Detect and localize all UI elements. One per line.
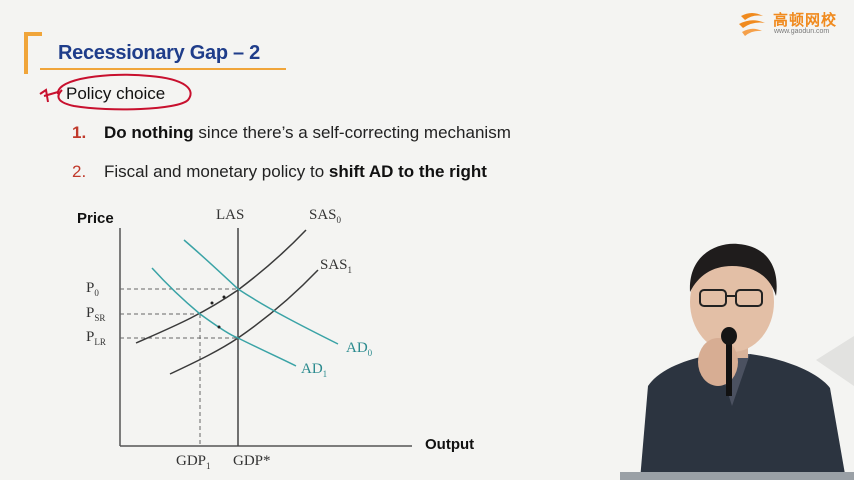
light-reflection [816,336,854,386]
plr-label: PLR [86,329,106,347]
handwritten-check-annotation [39,88,59,103]
sas0-sub: 0 [336,215,342,225]
x-axis-label: Output [425,436,475,453]
item-bold-text: shift AD to the right [328,162,487,181]
sas1-label: SAS1 [320,257,352,275]
glasses-right [735,289,763,307]
psr-sub: SR [94,313,106,323]
pen-dot [210,301,214,305]
glasses-left [699,289,727,307]
logo-url: www.gaodun.com [774,28,830,35]
title-bracket [24,32,42,74]
pen-dot [222,295,226,299]
ad1-curve [151,267,297,367]
ad1-label: AD1 [301,361,327,379]
y-axis-label: Price [77,210,114,227]
gdp1-sub: 1 [206,461,211,471]
ad0-sub: 0 [367,348,373,358]
logo-name: 高顿网校 [773,12,838,29]
p0-sub: 0 [94,288,99,298]
microphone-icon [721,327,737,345]
item-number: 1. [72,123,87,142]
psr-text: P [86,305,95,321]
item-bold-text: Do nothing [104,123,194,142]
list-item: 2. Fiscal and monetary policy to shift AD… [72,162,487,182]
gaodun-logo-icon [739,13,765,36]
p0-text: P [86,280,95,296]
plr-text: P [86,329,95,345]
presenter-body [640,354,846,480]
handwritten-circle-annotation [57,73,192,111]
presenter-hair [689,243,777,296]
item-number: 2. [72,162,87,181]
las-label: LAS [216,207,245,223]
gaodun-logo: 高顿网校 www.gaodun.com [737,6,849,40]
gdp1-label: GDP1 [176,453,211,471]
pen-dot [217,325,221,329]
slide-title: Recessionary Gap – 2 [58,42,260,64]
presenter-video [620,243,854,480]
gdpstar-label: GDP* [233,453,271,469]
policy-choice-label: Policy choice [66,84,166,103]
title-underline [40,68,286,70]
presenter-head [690,252,774,352]
sas0-text: SAS [309,207,337,223]
ad1-text: AD [301,361,323,377]
sas0-label: SAS0 [309,207,341,225]
gdp1-text: GDP [176,453,207,469]
list-item: 1. Do nothing since there’s a self-correc… [72,123,511,143]
item-text: since there’s a self-correcting mechanis… [193,123,511,142]
ad1-sub: 1 [322,369,328,379]
sas1-text: SAS [320,257,348,273]
microphone-body [726,338,732,396]
ad0-label: AD0 [346,340,372,358]
p0-label: P0 [86,280,99,298]
ad0-text: AD [346,340,368,356]
item-text: Fiscal and monetary policy to [104,162,329,181]
psr-label: PSR [86,305,105,323]
plr-sub: LR [94,337,106,347]
sas0-curve [135,229,307,344]
desk-edge [620,472,854,480]
ad0-curve [183,239,339,345]
sas1-sub: 1 [347,265,353,275]
